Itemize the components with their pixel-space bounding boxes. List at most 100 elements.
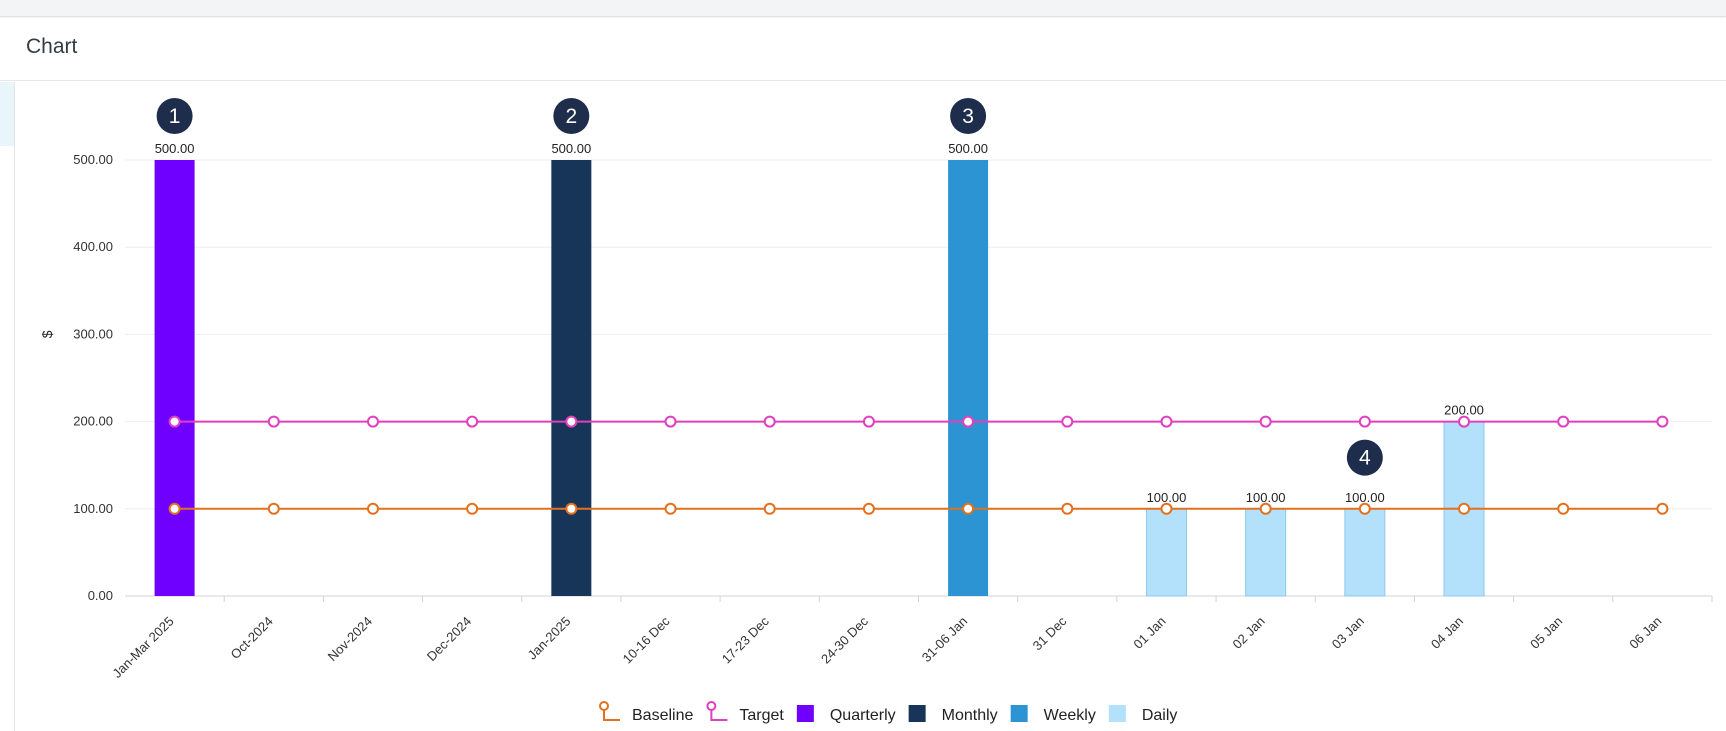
annotation-number-4: 4 (1359, 447, 1371, 470)
point-baseline-oct-2024 (267, 502, 280, 515)
x-tick-label-jan-mar-2025: Jan-Mar 2025 (109, 614, 176, 681)
x-tick-label-24-30-dec: 24-30 Dec (818, 613, 871, 666)
y-tick-label: 300.00 (73, 326, 113, 341)
legend-swatch-daily-icon (1108, 705, 1126, 722)
point-baseline-nov-2024 (366, 502, 379, 515)
point-baseline-31-06-jan (962, 502, 975, 515)
point-target-03-jan (1358, 415, 1371, 428)
point-baseline-01-jan (1160, 502, 1173, 515)
point-target-nov-2024 (366, 415, 379, 428)
x-axis: Jan-Mar 2025 Oct-2024 Nov-2024 Dec-2024 Jan-… (109, 596, 1713, 681)
point-target-31-06-jan (962, 415, 975, 428)
point-baseline-dec-2024 (466, 502, 479, 515)
legend-label-target: Target (739, 707, 784, 724)
data-label-02-jan: 100.00 (1246, 490, 1286, 505)
point-target-02-jan (1259, 415, 1272, 428)
point-baseline-24-30-dec (862, 502, 875, 515)
point-target-oct-2024 (267, 415, 280, 428)
point-target-05-jan (1557, 415, 1570, 428)
x-tick-label-jan-2025: Jan-2025 (525, 614, 574, 663)
top-bar (0, 0, 1726, 17)
point-baseline-jan-2025 (565, 502, 578, 515)
x-tick-label-02-jan: 02 Jan (1230, 614, 1268, 652)
chart-legend: Baseline Target Quarterly Monthly Weekly Dail… (599, 701, 1178, 724)
point-baseline-05-jan (1557, 502, 1570, 515)
y-axis: 0.00 100.00 200.00 300.00 400.00 500.00 $ (39, 152, 113, 603)
x-tick-label-dec-2024: Dec-2024 (424, 614, 474, 664)
y-tick-label: 500.00 (73, 152, 113, 167)
chart-frame (14, 82, 1726, 731)
point-baseline-04-jan (1458, 502, 1471, 515)
point-target-17-23-dec (763, 415, 776, 428)
data-label-03-jan: 100.00 (1345, 490, 1385, 505)
data-label-01-jan: 100.00 (1147, 490, 1187, 505)
data-label-jan-mar-2025: 500.00 (155, 141, 195, 156)
annotation-marker-3 (950, 98, 987, 134)
legend-swatch-weekly-icon (1010, 705, 1028, 722)
point-baseline-06-jan (1656, 502, 1669, 515)
legend-label-daily: Daily (1142, 707, 1178, 724)
x-tick-label-03-jan: 03 Jan (1329, 614, 1367, 652)
chart-data-labels: 500.00 500.00 500.00 100.00 100.00 100.00 200.… (155, 141, 1484, 505)
x-tick-label-nov-2024: Nov-2024 (325, 614, 375, 664)
y-tick-label: 400.00 (73, 239, 113, 254)
bar-daily-03-jan (1344, 508, 1386, 597)
annotation-marker-2 (553, 98, 590, 134)
point-baseline-03-jan (1358, 502, 1371, 515)
point-target-jan-2025 (565, 415, 578, 428)
y-tick-label: 0.00 (88, 588, 113, 603)
panel-title: Chart (26, 35, 78, 58)
legend-label-quarterly: Quarterly (830, 707, 896, 724)
x-tick-label-31-06-jan: 31-06 Jan (919, 614, 970, 665)
x-tick-label-05-jan: 05 Jan (1527, 614, 1565, 652)
legend-marker-baseline-icon (599, 701, 609, 711)
legend-marker-target-icon (706, 701, 717, 711)
annotation-marker-4 (1346, 439, 1383, 476)
annotation-number-1: 1 (169, 105, 181, 128)
point-target-24-30-dec (862, 415, 875, 428)
point-target-dec-2024 (466, 415, 479, 428)
x-tick-label-06-jan: 06 Jan (1626, 614, 1664, 652)
bar-monthly-jan-2025 (551, 160, 592, 596)
chart-panel-header: Chart (0, 18, 1726, 81)
y-axis-title: $ (39, 330, 55, 338)
chart-bars (154, 160, 1485, 597)
legend-swatch-quarterly-icon (796, 705, 814, 722)
point-baseline-10-16-dec (664, 502, 677, 515)
legend-swatch-monthly-icon (908, 705, 926, 722)
bar-daily-01-jan (1145, 508, 1187, 597)
annotation-number-3: 3 (962, 105, 974, 128)
annotation-number-2: 2 (566, 105, 578, 128)
legend-label-monthly: Monthly (942, 707, 998, 724)
bar-daily-02-jan (1245, 508, 1287, 597)
legend-line-baseline-icon (603, 708, 620, 721)
x-tick-label-17-23-dec: 17-23 Dec (719, 613, 772, 666)
point-baseline-31-dec (1061, 502, 1074, 515)
legend-label-weekly: Weekly (1044, 707, 1096, 724)
point-baseline-17-23-dec (763, 502, 776, 515)
y-tick-label: 100.00 (73, 501, 113, 516)
point-baseline-02-jan (1259, 502, 1272, 515)
chart-annotations: 1 2 3 4 (156, 98, 1383, 476)
bar-weekly-31-06-jan (948, 160, 989, 596)
x-tick-label-04-jan: 04 Jan (1428, 614, 1466, 652)
point-target-06-jan (1656, 415, 1669, 428)
point-target-jan-mar-2025 (168, 415, 181, 428)
legend-label-baseline: Baseline (632, 707, 693, 724)
bar-quarterly-jan-mar-2025 (154, 160, 195, 596)
x-tick-label-01-jan: 01 Jan (1130, 614, 1168, 652)
x-tick-label-10-16-dec: 10-16 Dec (620, 613, 673, 666)
chart-lines (168, 415, 1669, 515)
point-baseline-jan-mar-2025 (168, 502, 181, 515)
y-tick-label: 200.00 (73, 414, 113, 429)
annotation-marker-1 (156, 98, 193, 134)
data-label-04-jan: 200.00 (1444, 403, 1484, 418)
point-target-31-dec (1061, 415, 1074, 428)
data-label-31-06-jan: 500.00 (948, 141, 988, 156)
x-tick-label-31-dec: 31 Dec (1030, 613, 1070, 653)
point-target-10-16-dec (664, 415, 677, 428)
side-accent (0, 82, 14, 146)
data-label-jan-2025: 500.00 (551, 141, 591, 156)
legend-line-target-icon (710, 708, 728, 721)
